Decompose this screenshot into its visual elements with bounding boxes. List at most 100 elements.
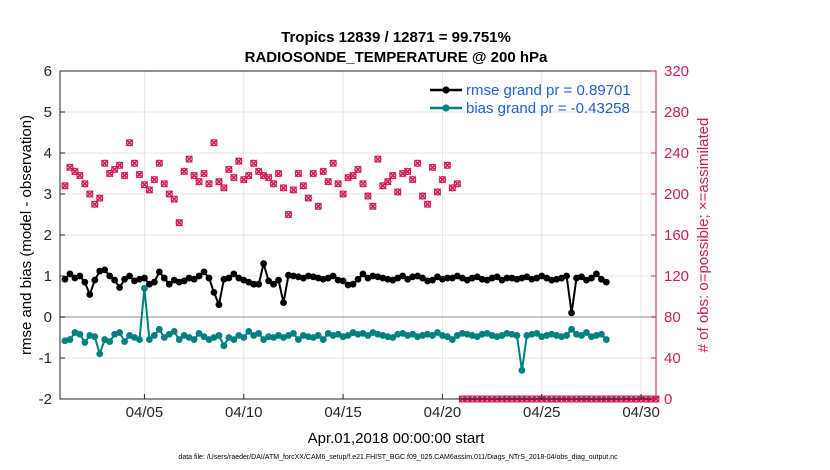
bias-point: [116, 329, 123, 336]
possible-point: [155, 159, 163, 167]
possible-point: [299, 182, 308, 190]
y-tick-label-2: 0: [44, 309, 52, 326]
y-axis-label: rmse and bias (model - observation): [18, 115, 35, 355]
chart-subtitle: RADIOSONDE_TEMPERATURE @ 200 hPa: [245, 49, 548, 66]
assimilated-point: [81, 179, 89, 188]
y-right-tick-label-7: 280: [664, 104, 689, 121]
possible-point: [200, 169, 208, 178]
bias-point: [518, 366, 526, 374]
possible-point: [284, 210, 293, 219]
possible-point: [438, 175, 447, 184]
assimilated-point: [175, 218, 183, 227]
rmse-point: [280, 299, 287, 307]
possible-point: [96, 194, 104, 202]
possible-point: [324, 178, 332, 186]
rmse-point: [116, 284, 123, 291]
rmse-point: [66, 270, 74, 278]
rmse-point: [588, 274, 595, 282]
bias-point: [448, 336, 456, 343]
assimilated-point: [190, 171, 198, 180]
y-right-tick-label-6: 240: [664, 145, 689, 162]
bias-point: [568, 325, 575, 333]
possible-point: [120, 171, 129, 180]
assimilated-point: [235, 157, 243, 165]
bias-point: [597, 330, 605, 338]
rmse-point: [602, 278, 610, 286]
possible-point: [195, 178, 203, 186]
y-axis-right-ticks: 0 40 80 120 160 200 240 280 320: [651, 63, 689, 408]
possible-point: [130, 159, 139, 167]
assimilated-point: [389, 171, 397, 180]
assimilated-point: [299, 182, 308, 190]
assimilated-point: [289, 186, 298, 194]
y-right-tick-label-3: 120: [664, 268, 689, 285]
bias-point: [220, 342, 228, 350]
rmse-point: [568, 309, 575, 317]
possible-point: [379, 182, 387, 190]
assimilated-point: [135, 170, 144, 179]
assimilated-point: [319, 167, 327, 176]
possible-point: [160, 180, 168, 188]
possible-point: [433, 188, 442, 196]
possible-point: [76, 171, 84, 180]
possible-point: [91, 200, 99, 208]
assimilated-point: [274, 169, 283, 178]
rmse-point: [578, 273, 585, 281]
assimilated-point: [61, 182, 69, 190]
assimilated-point: [428, 163, 437, 172]
bias-point: [136, 336, 143, 343]
bias-point: [513, 332, 521, 339]
rmse-point: [190, 275, 198, 283]
bias-point: [563, 332, 570, 339]
possible-point: [428, 163, 437, 172]
possible-point: [354, 165, 362, 174]
bias-point: [155, 325, 163, 333]
rmse-point: [419, 274, 426, 282]
bias-point: [230, 336, 238, 343]
bias-point: [389, 334, 397, 341]
assimilated-point: [210, 138, 218, 147]
y-right-tick-label-5: 200: [664, 186, 689, 203]
y-tick-label-3: 1: [44, 268, 52, 285]
y-right-tick-label-0: 0: [664, 391, 672, 408]
assimilated-point: [418, 192, 427, 200]
possible-point: [245, 171, 253, 180]
possible-point: [349, 171, 357, 180]
assimilated-point: [91, 200, 99, 209]
bias-point: [165, 330, 173, 338]
rmse-point: [155, 268, 163, 276]
assimilated-point: [329, 159, 337, 168]
assimilated-point: [95, 194, 104, 202]
rmse-point: [359, 270, 367, 278]
possible-point: [413, 159, 422, 167]
y-right-tick-label-2: 80: [664, 309, 681, 326]
assimilated-point: [374, 155, 382, 163]
possible-point: [374, 155, 382, 163]
rmse-point: [200, 268, 208, 276]
bias-point: [260, 336, 268, 343]
x-tick-label-5: 04/30: [622, 404, 660, 421]
assimilated-point: [195, 177, 203, 186]
assimilated-point: [339, 190, 347, 198]
x-axis-ticks: 04/05 04/10 04/15 04/20 04/25 04/30: [126, 394, 660, 421]
rmse-point: [106, 272, 114, 280]
y-right-tick-label-4: 160: [664, 227, 689, 244]
assimilated-point: [145, 186, 154, 194]
assimilated-point: [309, 169, 318, 178]
assimilated-point: [215, 177, 223, 186]
assimilated-point: [200, 169, 208, 178]
rmse-point: [399, 272, 407, 280]
footnote: data file: /Users/raeder/DAI/ATM_forcXX/…: [178, 454, 618, 461]
possible-point: [408, 175, 417, 184]
possible-point: [339, 190, 347, 198]
bias-point: [434, 329, 441, 336]
possible-point: [215, 178, 223, 186]
rmse-point: [165, 280, 173, 288]
assimilated-point: [403, 167, 412, 176]
possible-point: [264, 173, 273, 182]
possible-point: [453, 180, 461, 188]
assimilated-point: [413, 159, 422, 168]
possible-point: [86, 190, 94, 198]
assimilated-point: [384, 177, 392, 186]
rmse-point: [180, 277, 188, 285]
